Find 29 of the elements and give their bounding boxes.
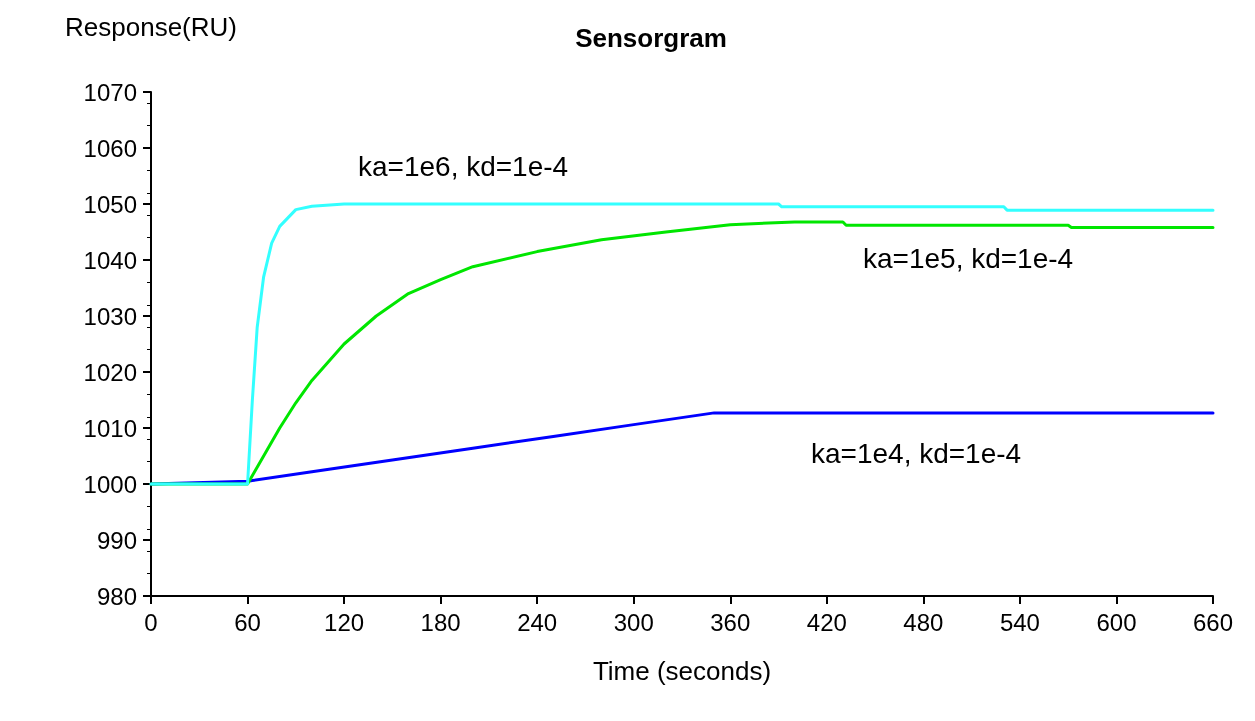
- x-tick-label: 600: [1096, 608, 1137, 636]
- series-label: ka=1e6, kd=1e-4: [358, 150, 569, 182]
- x-tick-label: 480: [903, 608, 944, 636]
- x-tick-label: 180: [420, 608, 461, 636]
- x-tick-label: 120: [324, 608, 365, 636]
- x-tick-label: 420: [806, 608, 847, 636]
- x-tick-label: 240: [517, 608, 558, 636]
- line-series: [149, 411, 1215, 486]
- y-tick-label: 1040: [83, 246, 137, 274]
- y-tick-label: 1000: [83, 470, 137, 498]
- x-tick-label: 540: [999, 608, 1040, 636]
- series-label: ka=1e4, kd=1e-4: [811, 437, 1022, 469]
- y-tick-label: 1030: [83, 302, 137, 330]
- chart-title: Sensorgram: [575, 23, 727, 53]
- y-tick-label: 1020: [83, 358, 137, 386]
- series-label: ka=1e5, kd=1e-4: [863, 242, 1074, 274]
- y-tick-label: 1070: [83, 78, 137, 106]
- y-axis-title: Response(RU): [65, 12, 237, 42]
- x-tick-label: 300: [613, 608, 654, 636]
- x-tick-label: 660: [1192, 608, 1234, 636]
- x-tick-label: 0: [144, 608, 158, 636]
- x-axis-title: Time (seconds): [592, 656, 772, 686]
- x-tick-label: 60: [234, 608, 261, 636]
- y-tick-label: 990: [96, 526, 137, 554]
- x-tick-label: 360: [710, 608, 751, 636]
- y-tick-label: 1060: [83, 134, 137, 162]
- y-tick-label: 980: [96, 582, 137, 610]
- y-tick-label: 1010: [83, 414, 137, 442]
- y-tick-label: 1050: [83, 190, 137, 218]
